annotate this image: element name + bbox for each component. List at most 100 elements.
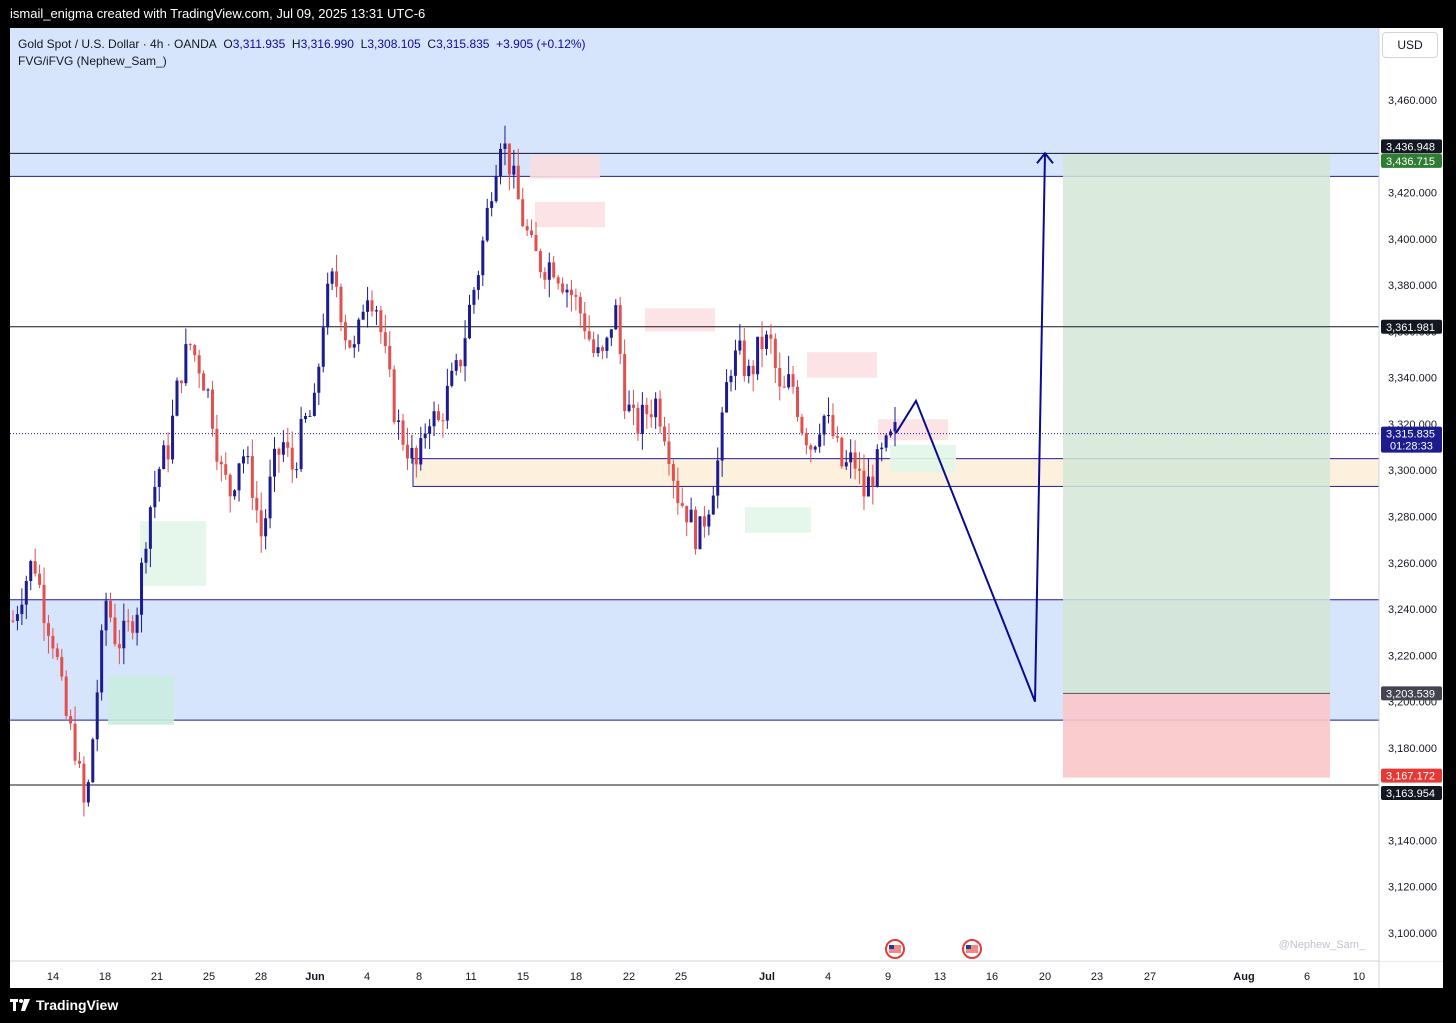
chart-frame[interactable]: 3,100.0003,120.0003,140.0003,160.0003,18… — [10, 28, 1443, 988]
candle-body — [707, 514, 711, 527]
candle-body — [55, 648, 59, 658]
change-value: +3.905 (+0.12%) — [496, 37, 586, 51]
symbol-label[interactable]: Gold Spot / U.S. Dollar · 4h · OANDA — [18, 37, 217, 51]
fvg-box — [535, 201, 605, 228]
projection-arrowhead — [1036, 151, 1054, 164]
countdown-label: 01:28:33 — [1390, 441, 1433, 453]
candle-body — [20, 604, 24, 615]
watermark: @Nephew_Sam_ — [1279, 939, 1366, 951]
candle-body — [547, 262, 551, 280]
candle-body — [166, 445, 170, 460]
candle-body — [352, 344, 356, 348]
candle-body — [46, 623, 50, 636]
us-flag-stripes — [889, 945, 901, 953]
price-tag-label: 3,167.172 — [1386, 771, 1435, 783]
candle-body — [543, 272, 547, 280]
candle-body — [339, 286, 343, 323]
candle-body — [880, 447, 884, 450]
candle-body — [658, 398, 662, 427]
candle-body — [450, 370, 454, 386]
candle-body — [113, 617, 117, 645]
y-tick-label: 3,260.000 — [1388, 558, 1437, 570]
x-tick-label: 25 — [203, 971, 215, 983]
price-tag — [1381, 153, 1442, 168]
candle-body — [490, 201, 494, 208]
candle-body — [711, 495, 715, 515]
candle-body — [343, 322, 347, 341]
candle-body — [592, 339, 596, 354]
candle-body — [787, 374, 791, 388]
candle-body — [454, 360, 458, 371]
candle-body — [516, 165, 520, 200]
y-tick-label: 3,300.000 — [1388, 465, 1437, 477]
candle-body — [689, 509, 693, 523]
x-tick-label: 13 — [934, 971, 946, 983]
candle-body — [188, 344, 192, 346]
candle-body — [769, 334, 773, 339]
candle-body — [82, 763, 86, 803]
candle-body — [538, 251, 542, 273]
candle-body — [778, 368, 782, 387]
legend-ohlc-row: Gold Spot / U.S. Dollar · 4h · OANDA O3,… — [18, 36, 586, 53]
candle-body — [556, 277, 560, 284]
fvg-box — [807, 352, 877, 378]
x-tick-label: 9 — [885, 971, 891, 983]
candle-body — [348, 340, 352, 348]
candle-body — [162, 445, 166, 470]
x-tick-label: 4 — [825, 971, 831, 983]
fvg-box — [890, 444, 956, 473]
candle-body — [38, 573, 42, 585]
candle-body — [410, 447, 414, 459]
close-label: C — [427, 37, 437, 51]
candle-body — [596, 347, 600, 354]
candle-body — [436, 411, 440, 421]
currency-button[interactable]: USD — [1382, 32, 1438, 58]
candle-body — [140, 562, 144, 615]
candle-body — [255, 497, 259, 511]
x-tick-label: 20 — [1039, 971, 1051, 983]
candle-body — [605, 337, 609, 351]
indicator-label[interactable]: FVG/iFVG (Nephew_Sam_) — [18, 54, 167, 68]
candle-body — [782, 386, 786, 388]
candle-body — [69, 716, 73, 724]
x-tick-label: 18 — [570, 971, 582, 983]
low-value: 3,308.105 — [367, 37, 421, 51]
tradingview-logo[interactable]: TradingView — [10, 997, 118, 1013]
candle-body — [481, 240, 485, 276]
candle-body — [800, 416, 804, 433]
candle-body — [414, 447, 418, 465]
candle-body — [844, 462, 848, 467]
price-chart[interactable]: 3,100.0003,120.0003,140.0003,160.0003,18… — [10, 28, 1443, 988]
candle-body — [889, 431, 893, 436]
candle-body — [685, 505, 689, 523]
x-tick-label: Jun — [305, 971, 325, 983]
candle-body — [131, 621, 135, 633]
x-tick-label: 16 — [986, 971, 998, 983]
candle-body — [281, 442, 285, 455]
candle-body — [809, 445, 813, 450]
y-tick-label: 3,140.000 — [1388, 835, 1437, 847]
position-target-zone[interactable] — [1063, 153, 1330, 694]
position-stop-zone[interactable] — [1063, 693, 1330, 778]
open-label: O — [223, 37, 233, 51]
candle-body — [534, 234, 538, 252]
candle-body — [729, 375, 733, 383]
candle-body — [109, 600, 113, 618]
candle-body — [215, 428, 219, 462]
candle-body — [561, 283, 565, 293]
x-tick-label: 18 — [99, 971, 111, 983]
x-tick-label: 27 — [1144, 971, 1156, 983]
projection-path[interactable] — [895, 153, 1046, 702]
x-tick-label: 23 — [1091, 971, 1103, 983]
candle-body — [476, 275, 480, 290]
candle-body — [246, 456, 250, 458]
candle-body — [818, 434, 822, 447]
open-value: 3,311.935 — [232, 37, 286, 51]
candle-body — [95, 692, 99, 740]
fvg-box — [108, 676, 174, 725]
x-tick-label: 8 — [416, 971, 422, 983]
candle-body — [627, 404, 631, 412]
candle-body — [636, 407, 640, 434]
price-axis[interactable] — [1380, 28, 1443, 961]
candle-body — [60, 657, 64, 677]
